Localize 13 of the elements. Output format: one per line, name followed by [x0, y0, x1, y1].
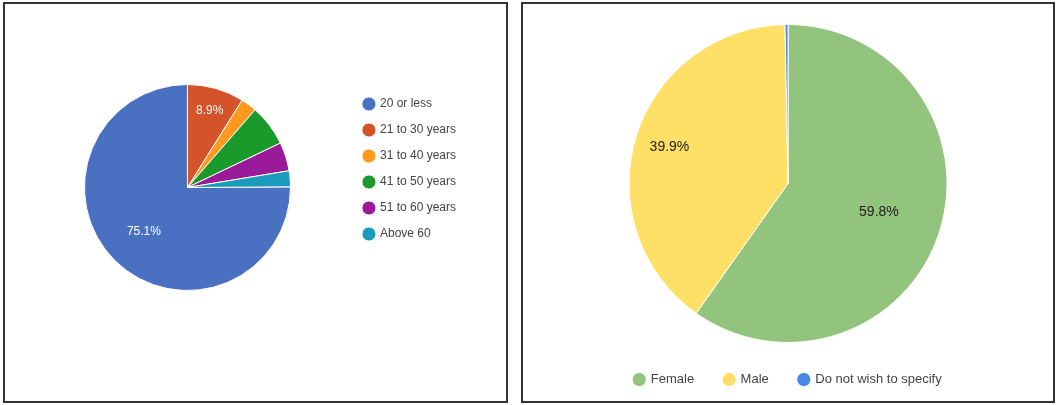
- legend-label: Female: [650, 371, 695, 387]
- data-label: 39.9%: [649, 137, 690, 154]
- data-label: 59.8%: [859, 203, 899, 220]
- legend-label: 41 to 50 years: [379, 174, 457, 189]
- legend-label: Do not wish to specify: [815, 371, 943, 387]
- data-label: 8.9%: [195, 102, 224, 117]
- legend-label: 51 to 60 years: [379, 200, 457, 215]
- legend-label: 31 to 40 years: [379, 148, 457, 163]
- legend-label: Above 60: [379, 226, 431, 241]
- legend-label: Male: [740, 371, 769, 387]
- data-label: 75.1%: [126, 223, 162, 238]
- legend-label: 21 to 30 years: [379, 122, 457, 137]
- legend-label: 20 or less: [379, 96, 432, 111]
